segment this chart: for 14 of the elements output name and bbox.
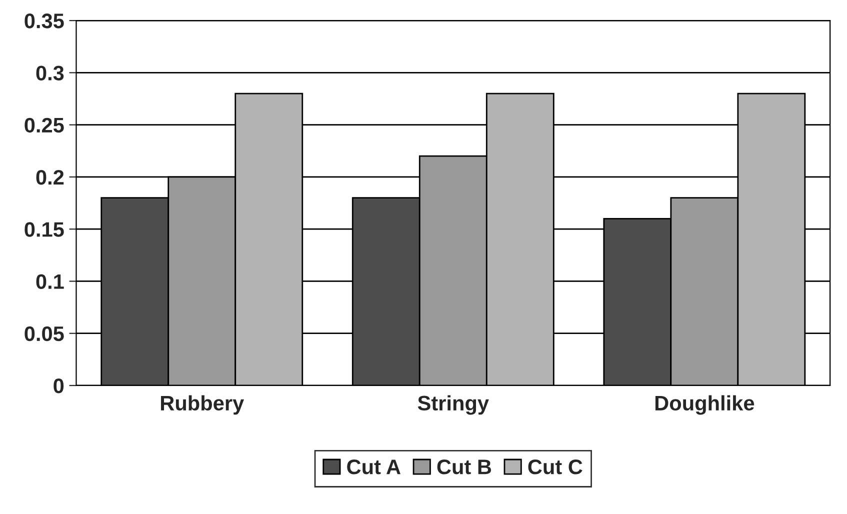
y-tick-label: 0 [54, 378, 64, 394]
y-tick-label: 0.2 [36, 170, 64, 185]
legend-label: Cut C [528, 460, 582, 474]
y-tick-label: 0.1 [36, 274, 64, 289]
legend-label: Cut A [347, 460, 400, 474]
x-tick-label: Stringy [418, 395, 489, 415]
legend-label: Cut B [437, 460, 492, 474]
y-tick-label: 0.05 [24, 326, 64, 342]
y-tick-label: 0.25 [24, 118, 64, 133]
x-tick-label: Rubbery [161, 395, 244, 415]
x-tick-label: Doughlike [655, 395, 754, 415]
y-tick-label: 0.15 [24, 222, 64, 237]
y-tick-label: 0.3 [36, 66, 64, 80]
y-tick-label: 0.35 [24, 14, 64, 28]
